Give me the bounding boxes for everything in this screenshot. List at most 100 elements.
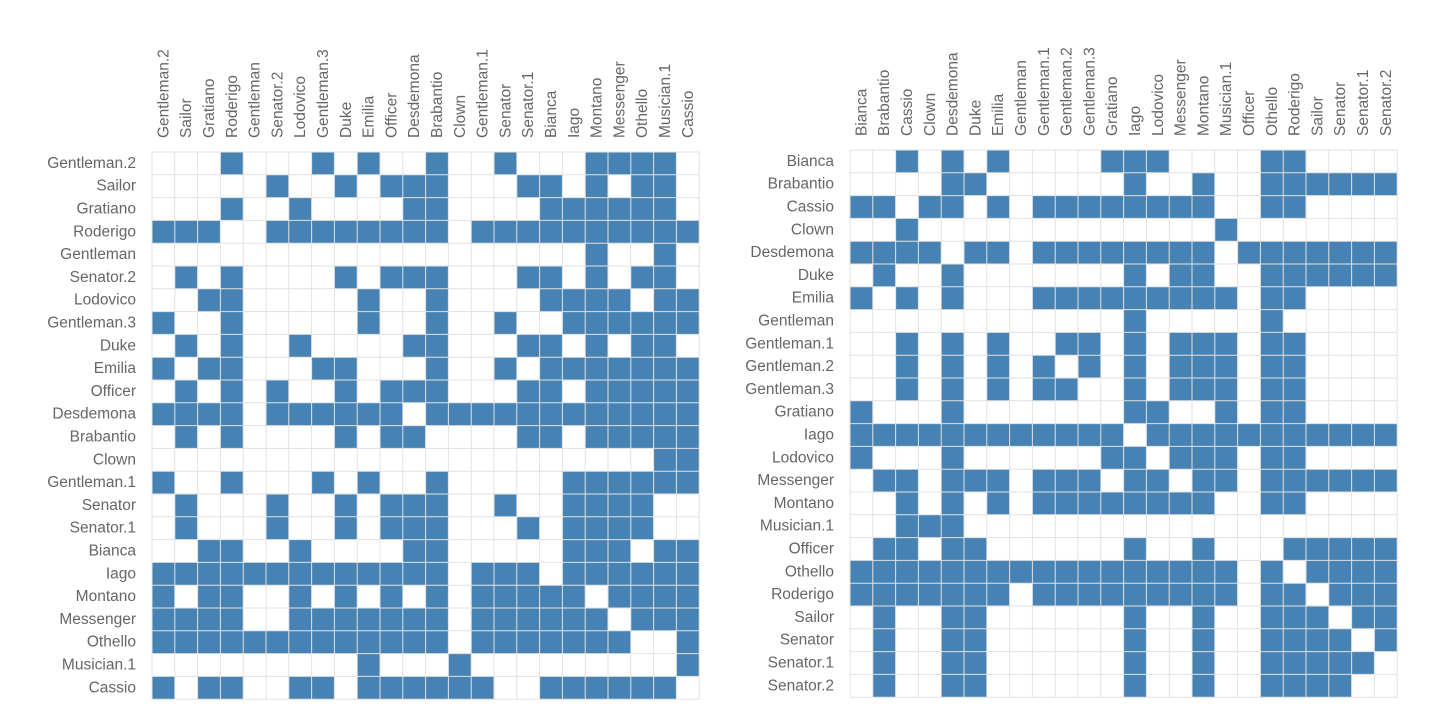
matrix-cell [220,562,244,586]
column-label: Lodovico [1150,74,1167,136]
matrix-cell [494,152,517,175]
row-label: Othello [785,563,834,580]
matrix-cell [1260,628,1284,652]
matrix-cell [941,469,964,492]
matrix-cell [585,357,608,380]
matrix-cell [539,174,563,198]
row-label: Messenger [757,472,834,489]
matrix-cell [471,562,494,586]
matrix-cell [895,241,919,264]
column-label: Messenger [1173,59,1190,136]
matrix-cell [872,241,896,264]
matrix-cell [941,606,964,629]
matrix-cell [850,400,873,424]
matrix-cell [1169,583,1192,606]
column-label: Senator.1 [520,72,537,138]
matrix-cell [1055,378,1078,401]
matrix-cell [585,516,608,540]
matrix-cell [1192,446,1215,470]
matrix-cell [197,562,221,586]
matrix-cell [174,380,198,403]
row-label: Iago [804,427,834,444]
column-label: Gratiano [1104,77,1121,136]
row-label: Desdemona [750,244,834,261]
matrix-cell [1123,492,1147,515]
matrix-cell [1283,286,1306,310]
matrix-cell [1260,469,1284,492]
column-label: Gratiano [201,79,218,138]
matrix-cell [1055,560,1078,584]
matrix-cell [1306,264,1329,287]
matrix-cell [152,676,175,700]
matrix-cell [334,630,358,654]
matrix-cell [266,494,289,517]
matrix-cell [676,425,700,449]
matrix-cell [1055,241,1078,264]
matrix-cell [918,423,942,447]
matrix-cell [653,585,677,608]
matrix-cell [1055,286,1078,310]
matrix-cell [380,425,403,449]
row-label: Musician.1 [62,657,136,674]
matrix-cell [1192,378,1215,401]
matrix-cell [1123,286,1147,310]
matrix-cell [653,220,677,244]
matrix-cell [608,630,631,654]
matrix-cell [220,334,244,358]
matrix-cell [918,583,942,606]
matrix-cell [1123,583,1147,606]
matrix-cell [895,492,919,515]
row-label: Desdemona [52,406,136,423]
matrix-cell [1351,172,1375,196]
row-label: Emilia [792,290,835,307]
matrix-cell [425,585,449,608]
matrix-cell [608,220,631,244]
matrix-cell [1351,651,1375,675]
matrix-cell [197,630,221,654]
matrix-cell [630,676,654,700]
matrix-cell [986,423,1010,447]
matrix-cell [357,288,380,312]
matrix-cell [1078,355,1101,378]
matrix-cell [562,220,586,244]
row-label: Senator [780,632,834,649]
matrix-cell [1260,400,1284,424]
column-label: Emilia [361,95,378,138]
matrix-cell [357,608,380,631]
matrix-cell [311,152,335,175]
matrix-cell [676,220,700,244]
row-label: Duke [100,337,136,354]
matrix-cell [1192,537,1215,561]
matrix-cell [676,630,700,654]
matrix-cell [494,402,517,426]
matrix-cell [562,357,586,380]
matrix-cell [872,469,896,492]
matrix-cell [1032,241,1056,264]
matrix-cell [402,425,426,449]
matrix-cell [986,492,1010,515]
matrix-cell [608,494,631,517]
matrix-cell [380,608,403,631]
matrix-cell [562,402,586,426]
matrix-cell [676,471,700,494]
row-label: Brabantio [70,429,136,446]
matrix-cell [220,471,244,494]
matrix-cell [1374,241,1398,264]
matrix-cell [1123,195,1147,219]
matrix-cell [1260,583,1284,606]
matrix-cell [266,220,289,244]
column-label: Clown [922,93,939,136]
matrix-cell [676,448,700,472]
matrix-cell [676,585,700,608]
matrix-cell [872,195,896,219]
matrix-cell [585,152,608,175]
matrix-cell [562,676,586,700]
matrix-cell [1351,583,1375,606]
matrix-cell [539,380,563,403]
matrix-cell [1374,172,1398,196]
matrix-cell [1214,446,1238,470]
matrix-cell [380,516,403,540]
column-label: Officer [383,93,400,138]
matrix-cell [1055,583,1078,606]
matrix-cell [197,539,221,563]
